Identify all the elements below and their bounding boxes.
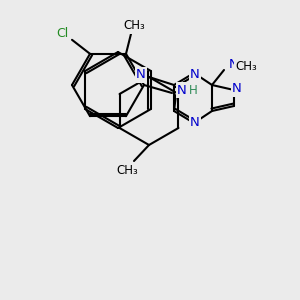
Text: CH₃: CH₃ bbox=[123, 19, 145, 32]
Text: N: N bbox=[136, 68, 146, 82]
Text: N: N bbox=[229, 58, 239, 70]
Text: N: N bbox=[190, 68, 200, 80]
Text: CH₃: CH₃ bbox=[235, 61, 257, 74]
Text: N: N bbox=[177, 83, 187, 97]
Text: CH₃: CH₃ bbox=[116, 164, 138, 176]
Text: H: H bbox=[189, 83, 197, 97]
Text: N: N bbox=[232, 82, 242, 95]
Text: Cl: Cl bbox=[56, 27, 68, 40]
Text: N: N bbox=[190, 116, 200, 128]
